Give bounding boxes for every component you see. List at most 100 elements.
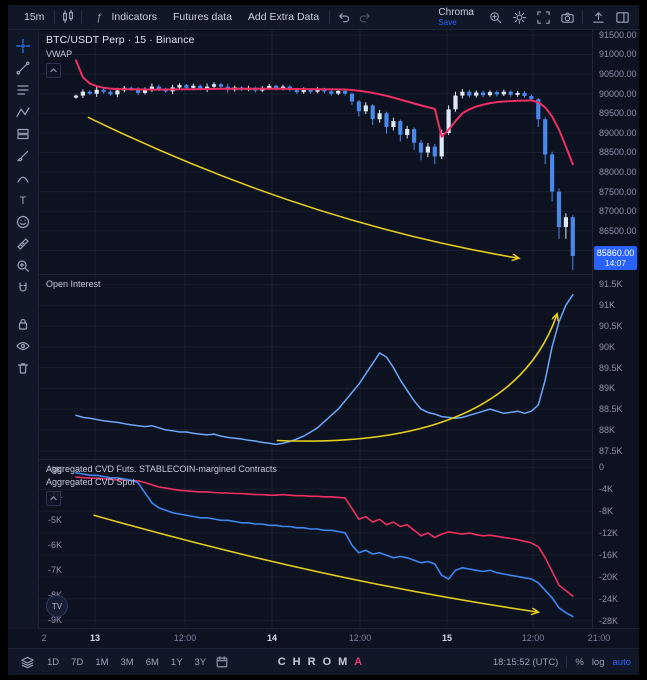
text-icon: T: [20, 195, 27, 207]
range-button-7d[interactable]: 7D: [71, 656, 84, 668]
y-axis-tick: 87500.00: [599, 186, 637, 197]
time-axis-label: 12:00: [173, 633, 197, 643]
eye-icon: [16, 342, 30, 350]
timeframe-label: 15m: [24, 11, 45, 23]
pattern-tool[interactable]: [8, 101, 38, 123]
arrow-annotation[interactable]: [93, 514, 538, 612]
trendline-tool[interactable]: [8, 57, 38, 79]
time-scale[interactable]: 2 13 12:00 14 12:00 15 12:00 21:00: [38, 628, 639, 649]
publish-button[interactable]: [587, 5, 609, 29]
zoom-tool[interactable]: [8, 255, 38, 277]
object-tree-button[interactable]: [16, 649, 38, 675]
lock-tool[interactable]: [8, 313, 38, 335]
y-axis-tick: 91500.00: [599, 29, 637, 40]
range-button-6m[interactable]: 6M: [145, 656, 159, 668]
undo-button[interactable]: [332, 5, 354, 29]
candle-style-button[interactable]: [57, 5, 79, 29]
settings-button[interactable]: [508, 5, 530, 29]
y-axis-tick: -16K: [599, 549, 619, 560]
timeframe-button[interactable]: 15m: [16, 5, 52, 29]
clock-label[interactable]: 18:15:52 (UTC): [492, 656, 559, 668]
candles-icon: [63, 9, 74, 24]
arrow-annotation[interactable]: [276, 315, 557, 442]
symbol-title[interactable]: BTC/USDT Perp · 15 · Binance: [46, 34, 195, 46]
log-scale-button[interactable]: log: [591, 656, 605, 668]
panel-divider[interactable]: [38, 459, 639, 460]
y-axis-tick: 88K: [599, 424, 616, 435]
y-axis-tick: 89000.00: [599, 127, 637, 138]
arc-tool[interactable]: [8, 167, 38, 189]
tradingview-logo[interactable]: TV: [46, 595, 68, 617]
vwap-legend-label[interactable]: VWAP: [46, 49, 73, 59]
auto-scale-button[interactable]: auto: [612, 656, 632, 668]
panel-layout-button[interactable]: [611, 5, 633, 29]
futures-data-button[interactable]: Futures data: [165, 5, 240, 29]
cvd-futures-label[interactable]: Aggregated CVD Futs. STABLECOIN-margined…: [46, 464, 277, 474]
indicators-label: Indicators: [111, 11, 157, 23]
arrow-annotation[interactable]: [87, 116, 518, 258]
legend-collapse-button[interactable]: [46, 63, 61, 78]
range-button-1d[interactable]: 1D: [47, 656, 60, 668]
fib-retracement-tool[interactable]: [8, 79, 38, 101]
quick-search-button[interactable]: [484, 5, 506, 29]
toolbar-separator: [81, 10, 83, 24]
price-scale[interactable]: 91500.00 91000.00 90500.00 90000.00 89500.00…: [592, 29, 639, 629]
percent-scale-button[interactable]: %: [575, 656, 584, 668]
y-axis-tick: -20K: [599, 571, 619, 582]
y-axis-tick: -28K: [599, 615, 619, 626]
layout-menu-button[interactable]: Chroma Save: [430, 6, 482, 27]
y-axis-tick: 87000.00: [599, 206, 637, 217]
y-axis-tick: 91K: [599, 300, 616, 311]
fullscreen-icon: [536, 10, 550, 24]
open-interest-label[interactable]: Open Interest: [46, 279, 101, 289]
crosshair-tool[interactable]: [8, 35, 38, 57]
indicators-button[interactable]: ƒ Indicators: [84, 5, 165, 29]
y-axis-tick: 86500.00: [599, 225, 637, 236]
trash-icon: [17, 363, 29, 374]
ruler-tool[interactable]: [8, 233, 38, 255]
price-panel[interactable]: BTC/USDT Perp · 15 · Binance VWAP: [38, 29, 593, 274]
open-interest-panel[interactable]: Open Interest: [38, 274, 593, 459]
range-button-1y[interactable]: 1Y: [170, 656, 183, 668]
layout-name-label: Chroma: [438, 6, 474, 18]
cvd-panel[interactable]: Aggregated CVD Futs. STABLECOIN-margined…: [38, 459, 593, 629]
y-axis-tick: -8K: [599, 506, 614, 517]
chevron-up-icon: [50, 496, 57, 501]
open-interest-svg[interactable]: [38, 274, 593, 459]
hide-drawings-tool[interactable]: [8, 335, 38, 357]
brush-tool[interactable]: [8, 145, 38, 167]
magnet-tool[interactable]: [8, 277, 38, 299]
price-candles-svg[interactable]: [38, 29, 593, 274]
panel-divider[interactable]: [38, 274, 639, 275]
go-to-date-button[interactable]: [211, 649, 233, 675]
trading-terminal: 15m ƒ Indicators Futures d: [8, 5, 639, 675]
time-axis-label: 12:00: [348, 633, 372, 643]
emoji-tool[interactable]: [8, 211, 38, 233]
open-interest-legend: Open Interest: [46, 279, 101, 289]
y-axis-tick: 88.5K: [599, 404, 623, 415]
range-button-3y[interactable]: 3Y: [194, 656, 207, 668]
time-axis-label: 12:00: [521, 633, 545, 643]
y-axis-tick: 90000.00: [599, 88, 637, 99]
cvd-spot-label[interactable]: Aggregated CVD Spot: [46, 477, 136, 487]
range-button-1m[interactable]: 1M: [95, 656, 109, 668]
top-toolbar: 15m ƒ Indicators Futures d: [8, 5, 639, 30]
y-axis-tick: 89K: [599, 383, 616, 394]
range-button-3m[interactable]: 3M: [120, 656, 134, 668]
snapshot-button[interactable]: [556, 5, 578, 29]
text-tool[interactable]: T: [8, 189, 38, 211]
bottom-toolbar: 1D 7D 1M 3M 6M 1Y 3Y CHROM A 18:15:52 (UTC) % l…: [8, 648, 639, 675]
add-extra-data-button[interactable]: Add Extra Data: [240, 5, 327, 29]
lock-icon: [18, 318, 28, 330]
fullscreen-button[interactable]: [532, 5, 554, 29]
add-extra-data-label: Add Extra Data: [247, 11, 320, 23]
undo-icon: [338, 12, 349, 22]
position-tool[interactable]: [8, 123, 38, 145]
cvd-svg[interactable]: [38, 459, 593, 629]
remove-drawings-tool[interactable]: [8, 357, 38, 379]
legend-collapse-button[interactable]: [46, 491, 61, 506]
magnet-icon: [19, 282, 27, 292]
zoom-in-icon: [17, 260, 29, 272]
y-axis-tick: 89.5K: [599, 362, 623, 373]
redo-button[interactable]: [354, 5, 376, 29]
